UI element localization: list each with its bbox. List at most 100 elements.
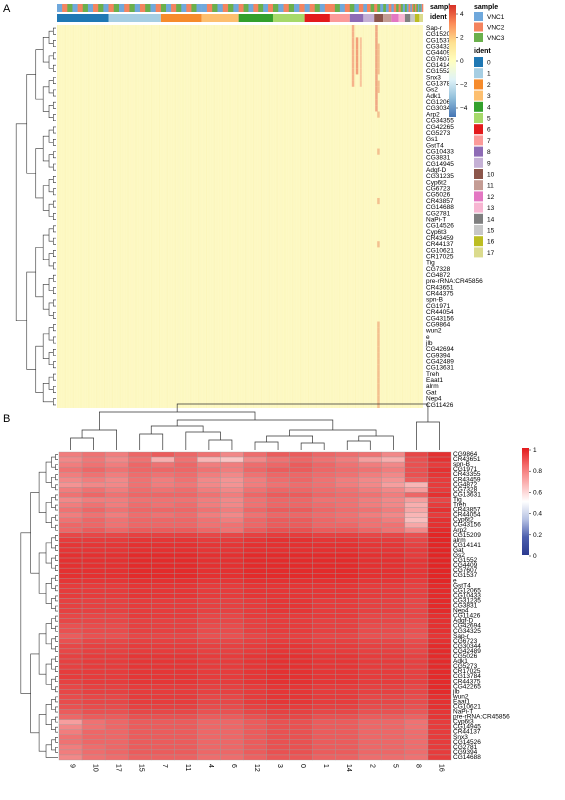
heatmap-cell	[404, 477, 429, 483]
heatmap-cell	[266, 578, 290, 584]
texture-column	[394, 25, 396, 408]
heatmap-cell	[289, 588, 313, 594]
expression-cell	[377, 148, 380, 155]
dendrogram-branch	[53, 64, 56, 72]
heatmap-cell	[312, 628, 336, 634]
dendrogram-branch	[55, 726, 58, 733]
heatmap-cell	[335, 497, 359, 503]
heatmap-cell	[427, 754, 452, 761]
heatmap-cell	[335, 744, 359, 751]
heatmap-cell	[104, 744, 129, 751]
heatmap-cell	[312, 477, 336, 483]
expression-cell	[355, 37, 359, 44]
dendrogram-branch	[53, 101, 56, 109]
heatmap-cell	[174, 704, 198, 710]
heatmap-cell	[358, 497, 382, 503]
heatmap-cell	[104, 527, 129, 533]
dendrogram-branch	[51, 497, 56, 508]
heatmap-cell	[289, 754, 313, 761]
column-label: 14	[345, 764, 352, 772]
heatmap-cell	[404, 714, 429, 720]
heatmap-cell	[404, 557, 429, 564]
heatmap-cell	[358, 663, 382, 670]
dendrogram-branch	[208, 439, 233, 450]
gene-label: CG4409	[453, 562, 478, 569]
expression-cell	[359, 74, 362, 81]
texture-column	[119, 25, 121, 408]
heatmap-cell	[220, 456, 244, 463]
heatmap-cell	[128, 593, 152, 599]
heatmap-cell	[335, 492, 359, 498]
heatmap-cell	[151, 517, 175, 523]
heatmap-cell	[266, 709, 290, 715]
heatmap-cell	[289, 456, 313, 463]
expression-cell	[377, 333, 380, 341]
heatmap-cell	[174, 658, 198, 665]
heatmap-cell	[289, 719, 313, 725]
heatmap-cell	[128, 502, 152, 508]
heatmap-cell	[81, 663, 106, 670]
texture-column	[148, 25, 150, 408]
heatmap-cell	[243, 754, 267, 761]
heatmap-cell	[289, 633, 313, 639]
heatmap-cell	[104, 456, 129, 463]
dendrogram-branch	[45, 744, 58, 758]
expression-cell	[377, 49, 380, 56]
heatmap-cell	[243, 547, 267, 554]
panel-a-heatmap-body	[57, 25, 423, 408]
heatmap-cell	[289, 502, 313, 508]
dendrogram-branch	[53, 40, 56, 47]
dendrogram-branch	[53, 188, 56, 196]
gene-label: CR44375	[426, 291, 454, 298]
gene-label: CG13784	[426, 81, 454, 88]
panel-a-top-annotation	[57, 4, 424, 22]
heatmap-cell	[58, 567, 83, 574]
heatmap-cell	[220, 578, 244, 584]
heatmap-cell	[243, 487, 267, 493]
sample-stripe	[358, 4, 364, 12]
heatmap-cell	[174, 648, 198, 655]
expression-cell	[355, 43, 359, 50]
dendrogram-branch	[51, 557, 56, 569]
heatmap-cell	[197, 618, 221, 624]
ident-legend-swatch	[474, 135, 483, 146]
heatmap-cell	[174, 643, 198, 650]
heatmap-cell	[358, 613, 382, 619]
heatmap-cell	[358, 502, 382, 508]
heatmap-cell	[266, 684, 290, 690]
heatmap-cell	[335, 663, 359, 670]
heatmap-cell	[220, 668, 244, 675]
ident-block-11	[383, 14, 392, 22]
texture-column	[300, 25, 302, 408]
heatmap-cell	[128, 613, 152, 619]
dendrogram-branch	[55, 686, 58, 693]
heatmap-cell	[289, 699, 313, 705]
texture-column	[391, 25, 393, 408]
heatmap-cell	[128, 623, 152, 629]
dendrogram-branch	[55, 615, 58, 622]
heatmap-cell	[174, 689, 198, 695]
heatmap-cell	[335, 603, 359, 609]
sample-stripe	[406, 4, 409, 12]
dendrogram-branch	[35, 247, 44, 298]
heatmap-cell	[81, 567, 106, 574]
texture-column	[396, 25, 398, 408]
ident-block-4	[238, 14, 273, 22]
column-label: 1	[322, 764, 329, 768]
texture-column	[352, 25, 354, 408]
heatmap-cell	[220, 729, 244, 735]
heatmap-cell	[81, 477, 106, 483]
heatmap-cell	[335, 542, 359, 549]
heatmap-cell	[197, 724, 221, 730]
texture-column	[294, 25, 296, 408]
dendrogram-branch	[45, 704, 52, 725]
sample-stripe	[354, 4, 360, 12]
heatmap-cell	[381, 477, 406, 483]
sample-stripe	[411, 4, 414, 12]
heatmap-cell	[266, 668, 290, 675]
expression-cell	[377, 358, 380, 365]
heatmap-cell	[289, 451, 313, 458]
panel-a-color-scale-bar	[449, 5, 456, 117]
heatmap-cell	[104, 709, 129, 715]
heatmap-cell	[151, 542, 175, 549]
